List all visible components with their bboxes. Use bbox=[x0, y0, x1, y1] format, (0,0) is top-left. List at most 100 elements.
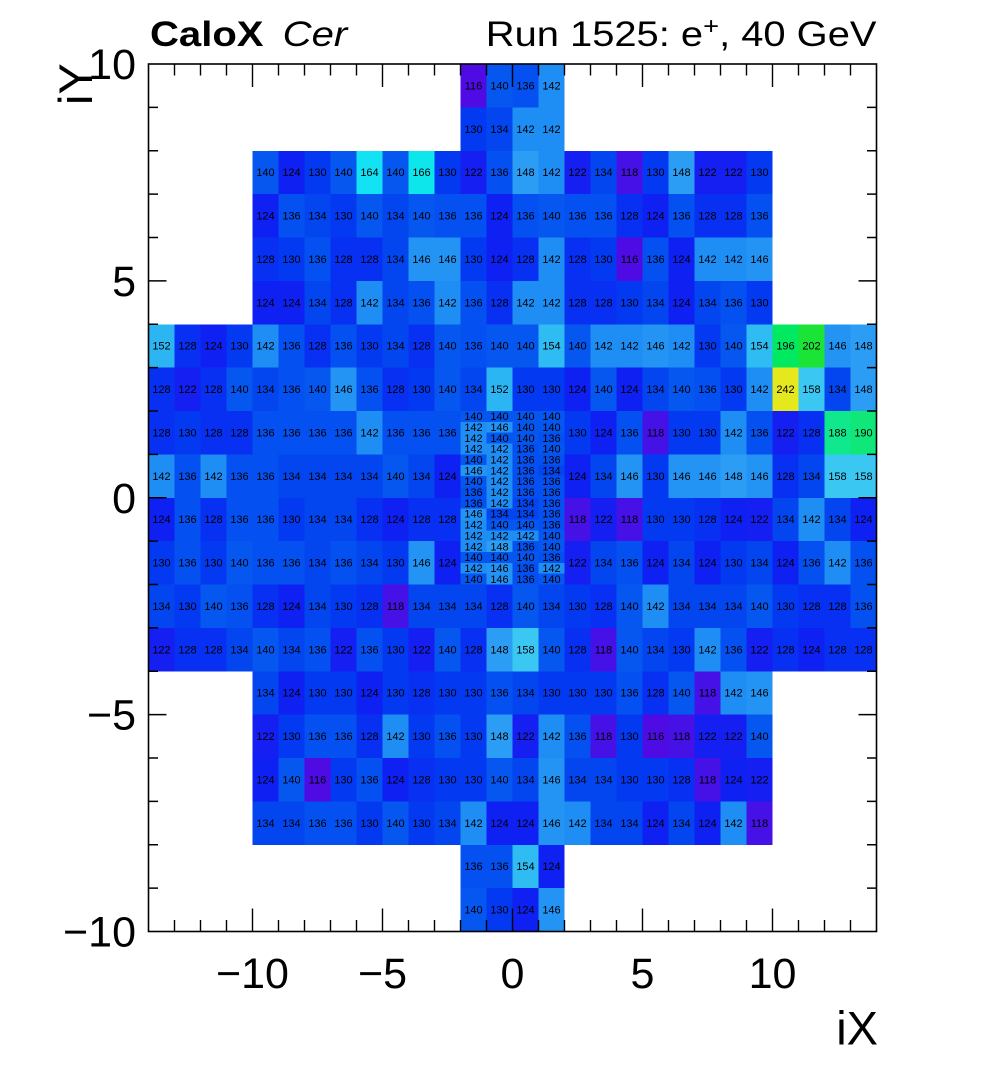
svg-text:134: 134 bbox=[646, 644, 664, 656]
svg-text:128: 128 bbox=[256, 601, 274, 613]
svg-text:134: 134 bbox=[594, 818, 612, 830]
svg-text:148: 148 bbox=[672, 167, 690, 179]
svg-text:130: 130 bbox=[490, 905, 508, 917]
svg-text:134: 134 bbox=[594, 167, 612, 179]
svg-text:136: 136 bbox=[854, 558, 872, 570]
svg-text:134: 134 bbox=[360, 471, 378, 483]
svg-text:124: 124 bbox=[724, 514, 742, 526]
svg-text:146: 146 bbox=[490, 574, 508, 586]
svg-text:142: 142 bbox=[464, 422, 482, 434]
svg-text:124: 124 bbox=[516, 905, 534, 917]
svg-text:136: 136 bbox=[594, 211, 612, 223]
svg-text:158: 158 bbox=[828, 471, 846, 483]
svg-text:124: 124 bbox=[854, 514, 872, 526]
svg-text:146: 146 bbox=[672, 471, 690, 483]
svg-text:136: 136 bbox=[516, 487, 534, 499]
svg-text:136: 136 bbox=[490, 688, 508, 700]
svg-text:142: 142 bbox=[516, 530, 534, 542]
svg-text:142: 142 bbox=[464, 818, 482, 830]
svg-text:140: 140 bbox=[594, 384, 612, 396]
svg-text:140: 140 bbox=[490, 552, 508, 564]
svg-text:130: 130 bbox=[464, 254, 482, 266]
svg-text:130: 130 bbox=[646, 514, 664, 526]
svg-text:118: 118 bbox=[751, 818, 769, 830]
svg-text:128: 128 bbox=[698, 514, 716, 526]
svg-text:130: 130 bbox=[438, 688, 456, 700]
svg-text:146: 146 bbox=[750, 688, 768, 700]
svg-text:124: 124 bbox=[620, 384, 638, 396]
svg-text:−10: −10 bbox=[63, 909, 136, 957]
svg-text:136: 136 bbox=[334, 427, 352, 439]
svg-text:142: 142 bbox=[724, 427, 742, 439]
svg-text:128: 128 bbox=[776, 644, 794, 656]
svg-text:130: 130 bbox=[646, 774, 664, 786]
svg-text:136: 136 bbox=[282, 341, 300, 353]
svg-text:134: 134 bbox=[542, 601, 560, 613]
svg-text:134: 134 bbox=[698, 297, 716, 309]
svg-text:142: 142 bbox=[152, 471, 170, 483]
svg-text:140: 140 bbox=[490, 774, 508, 786]
svg-text:124: 124 bbox=[724, 774, 742, 786]
svg-text:134: 134 bbox=[594, 471, 612, 483]
svg-text:136: 136 bbox=[360, 644, 378, 656]
svg-text:122: 122 bbox=[334, 644, 352, 656]
svg-text:136: 136 bbox=[178, 471, 196, 483]
svg-text:128: 128 bbox=[828, 601, 846, 613]
svg-text:130: 130 bbox=[464, 774, 482, 786]
svg-text:134: 134 bbox=[620, 818, 638, 830]
svg-text:124: 124 bbox=[646, 558, 664, 570]
svg-text:142: 142 bbox=[464, 563, 482, 575]
svg-text:122: 122 bbox=[750, 514, 768, 526]
svg-text:116: 116 bbox=[621, 254, 639, 266]
svg-text:140: 140 bbox=[516, 552, 534, 564]
svg-text:130: 130 bbox=[672, 514, 690, 526]
svg-text:122: 122 bbox=[152, 644, 170, 656]
svg-text:134: 134 bbox=[256, 384, 274, 396]
svg-text:136: 136 bbox=[230, 514, 248, 526]
svg-text:136: 136 bbox=[282, 427, 300, 439]
svg-text:136: 136 bbox=[620, 427, 638, 439]
svg-text:154: 154 bbox=[542, 341, 560, 353]
svg-text:124: 124 bbox=[438, 471, 456, 483]
svg-text:122: 122 bbox=[698, 731, 716, 743]
svg-text:130: 130 bbox=[308, 688, 326, 700]
svg-text:146: 146 bbox=[412, 254, 430, 266]
svg-text:136: 136 bbox=[620, 558, 638, 570]
svg-text:188: 188 bbox=[828, 427, 846, 439]
svg-text:130: 130 bbox=[464, 124, 482, 136]
svg-text:154: 154 bbox=[750, 341, 768, 353]
svg-text:140: 140 bbox=[490, 411, 508, 423]
svg-text:10: 10 bbox=[88, 41, 136, 89]
svg-text:142: 142 bbox=[490, 498, 508, 510]
svg-text:136: 136 bbox=[542, 476, 560, 488]
svg-text:134: 134 bbox=[672, 601, 690, 613]
svg-text:130: 130 bbox=[360, 818, 378, 830]
svg-text:124: 124 bbox=[490, 254, 508, 266]
svg-text:124: 124 bbox=[282, 688, 300, 700]
svg-text:140: 140 bbox=[464, 905, 482, 917]
svg-text:146: 146 bbox=[490, 422, 508, 434]
svg-text:142: 142 bbox=[542, 254, 560, 266]
svg-text:130: 130 bbox=[698, 427, 716, 439]
svg-text:140: 140 bbox=[308, 384, 326, 396]
svg-text:124: 124 bbox=[698, 558, 716, 570]
svg-text:130: 130 bbox=[698, 341, 716, 353]
svg-text:130: 130 bbox=[282, 254, 300, 266]
svg-text:134: 134 bbox=[308, 601, 326, 613]
svg-text:134: 134 bbox=[256, 818, 274, 830]
svg-text:136: 136 bbox=[282, 558, 300, 570]
svg-text:148: 148 bbox=[490, 644, 508, 656]
svg-text:140: 140 bbox=[542, 211, 560, 223]
svg-text:242: 242 bbox=[776, 384, 794, 396]
svg-text:140: 140 bbox=[542, 574, 560, 586]
svg-text:130: 130 bbox=[594, 688, 612, 700]
svg-text:130: 130 bbox=[412, 731, 430, 743]
svg-text:118: 118 bbox=[699, 688, 717, 700]
svg-text:134: 134 bbox=[308, 514, 326, 526]
svg-text:130: 130 bbox=[646, 167, 664, 179]
svg-text:140: 140 bbox=[360, 211, 378, 223]
svg-text:140: 140 bbox=[750, 731, 768, 743]
svg-text:124: 124 bbox=[256, 297, 274, 309]
svg-text:154: 154 bbox=[516, 861, 534, 873]
svg-text:5: 5 bbox=[631, 950, 655, 998]
